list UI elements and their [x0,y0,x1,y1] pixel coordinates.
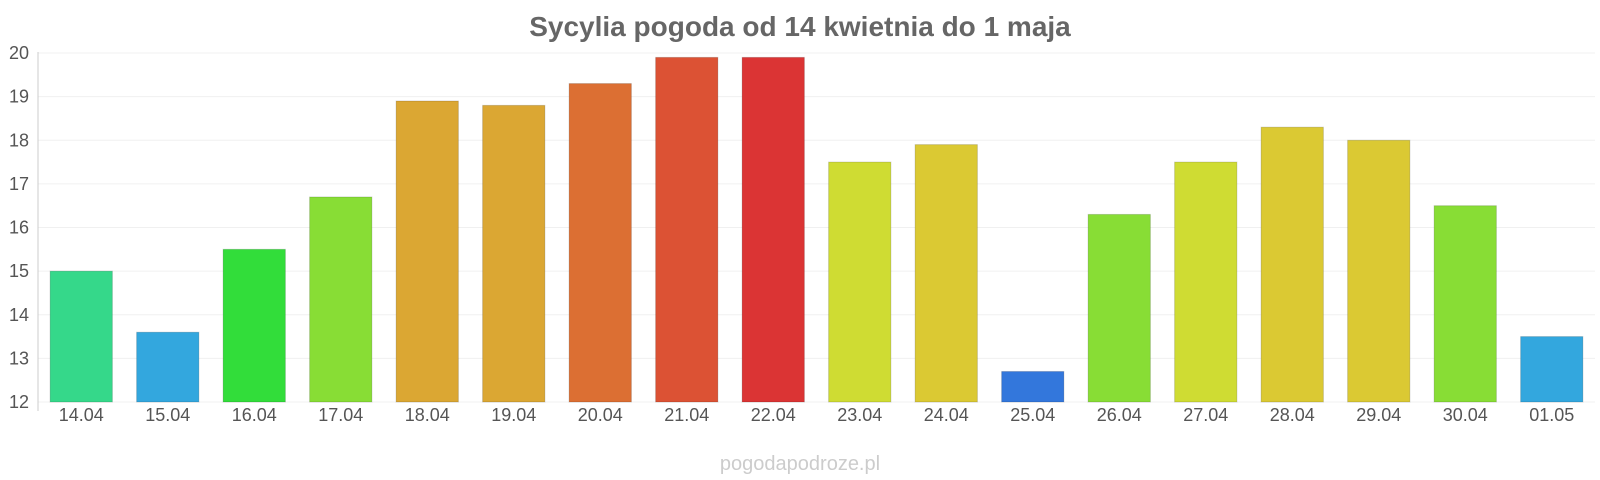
x-tick-label: 18.04 [405,405,450,425]
x-tick-label: 01.05 [1529,405,1574,425]
bar-18.04 [395,100,459,403]
y-axis-ticks: 12 13 14 15 16 17 18 19 20 [9,43,29,412]
x-tick-label: 28.04 [1270,405,1315,425]
y-tick-label: 14 [9,305,29,325]
bar-29.04 [1347,139,1411,403]
x-tick-label: 24.04 [924,405,969,425]
bar-23.04 [828,161,892,403]
x-axis-ticks: 14.04 15.04 16.04 17.04 18.04 19.04 20.04 21.04… [59,405,1575,425]
x-tick-label: 21.04 [664,405,709,425]
gridlines [38,52,1595,403]
bar-17.04 [309,196,373,403]
x-tick-label: 26.04 [1097,405,1142,425]
bar-27.04 [1174,161,1238,403]
x-tick-label: 16.04 [232,405,277,425]
x-tick-label: 23.04 [837,405,882,425]
y-tick-label: 19 [9,87,29,107]
x-tick-label: 15.04 [145,405,190,425]
bar-25.04 [1001,370,1065,403]
x-tick-label: 30.04 [1443,405,1488,425]
x-tick-label: 29.04 [1356,405,1401,425]
bar-19.04 [482,104,546,403]
x-tick-label: 25.04 [1010,405,1055,425]
bar-14.04 [49,270,113,403]
bar-15.04 [136,331,200,403]
bar-01.05 [1520,336,1584,403]
y-tick-label: 13 [9,348,29,368]
bar-30.04 [1433,205,1497,403]
x-tick-label: 20.04 [578,405,623,425]
x-tick-label: 14.04 [59,405,104,425]
bar-22.04 [741,56,805,403]
bars [49,56,1584,403]
y-tick-label: 20 [9,43,29,63]
y-tick-label: 17 [9,174,29,194]
y-tick-label: 12 [9,392,29,412]
bar-16.04 [222,248,286,403]
y-tick-label: 15 [9,261,29,281]
x-tick-label: 27.04 [1183,405,1228,425]
bar-26.04 [1087,213,1151,403]
bar-20.04 [568,83,632,403]
y-tick-label: 16 [9,218,29,238]
x-tick-label: 17.04 [318,405,363,425]
y-tick-label: 18 [9,130,29,150]
bar-28.04 [1260,126,1324,403]
bar-21.04 [655,56,719,403]
x-tick-label: 22.04 [751,405,796,425]
chart-title: Sycylia pogoda od 14 kwietnia do 1 maja [529,11,1071,42]
watermark-text: pogodapodroze.pl [720,453,880,475]
bar-24.04 [914,144,978,403]
x-tick-label: 19.04 [491,405,536,425]
